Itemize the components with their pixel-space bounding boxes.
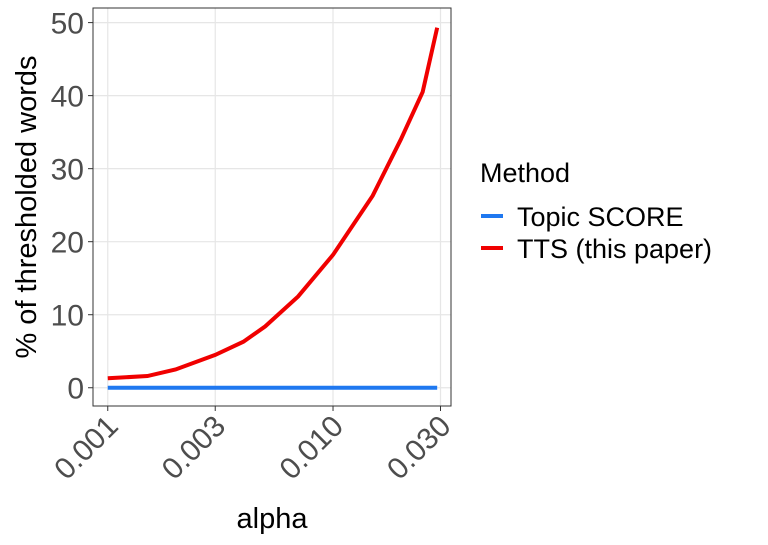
y-tick-label: 10 [51, 300, 84, 333]
y-axis-title: % of thresholded words [11, 55, 43, 358]
y-tick-label: 50 [51, 8, 84, 41]
x-tick-label: 0.001 [48, 410, 124, 486]
x-tick-label: 0.003 [156, 410, 232, 486]
x-axis-title: alpha [237, 503, 309, 535]
plot-border [92, 7, 452, 407]
y-tick-label: 0 [67, 373, 84, 406]
x-tick-label: 0.010 [274, 410, 350, 486]
y-tick-label: 40 [51, 81, 84, 114]
y-tick-label: 30 [51, 154, 84, 187]
legend-title: Method [480, 158, 570, 188]
plot-background [93, 8, 451, 406]
legend-label: TTS (this paper) [517, 234, 712, 264]
y-tick-label: 20 [51, 227, 84, 260]
line [107, 27, 440, 381]
legend-label: Topic SCORE [517, 202, 684, 232]
x-tick-label: 0.030 [381, 410, 457, 486]
